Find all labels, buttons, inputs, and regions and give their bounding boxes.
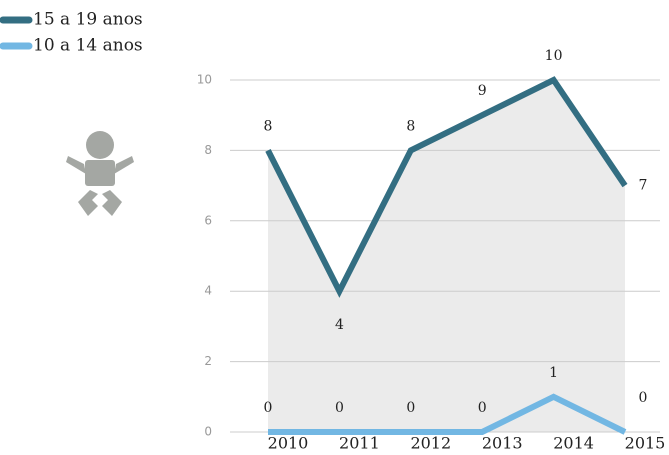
data-label: 0 <box>478 400 487 416</box>
data-label: 7 <box>639 178 648 194</box>
data-label: 0 <box>406 400 415 416</box>
y-tick-label: 4 <box>204 284 212 298</box>
data-label: 0 <box>264 400 273 416</box>
y-tick-label: 10 <box>197 73 212 87</box>
data-label: 10 <box>545 48 563 64</box>
baby-icon <box>66 131 134 216</box>
x-tick-label: 2015 <box>625 434 666 453</box>
y-tick-label: 0 <box>204 425 212 439</box>
y-tick-label: 6 <box>204 213 212 227</box>
data-label: 1 <box>549 365 558 381</box>
data-label: 4 <box>335 317 344 333</box>
data-label: 8 <box>406 118 415 134</box>
data-label: 0 <box>335 400 344 416</box>
data-label: 8 <box>264 118 273 134</box>
legend-label: 10 a 14 anos <box>33 36 143 56</box>
x-tick-label: 2012 <box>410 434 451 453</box>
y-tick-label: 8 <box>204 143 212 157</box>
series-line <box>268 393 627 435</box>
series-line <box>265 76 628 298</box>
y-tick-label: 2 <box>204 354 212 368</box>
legend-label: 15 a 19 anos <box>33 10 143 30</box>
area <box>268 80 625 432</box>
data-label: 0 <box>639 390 648 406</box>
x-tick-label: 2014 <box>553 434 594 453</box>
x-tick-label: 2013 <box>482 434 523 453</box>
data-label: 9 <box>478 83 487 99</box>
x-tick-label: 2010 <box>268 434 309 453</box>
x-tick-label: 2011 <box>339 434 380 453</box>
